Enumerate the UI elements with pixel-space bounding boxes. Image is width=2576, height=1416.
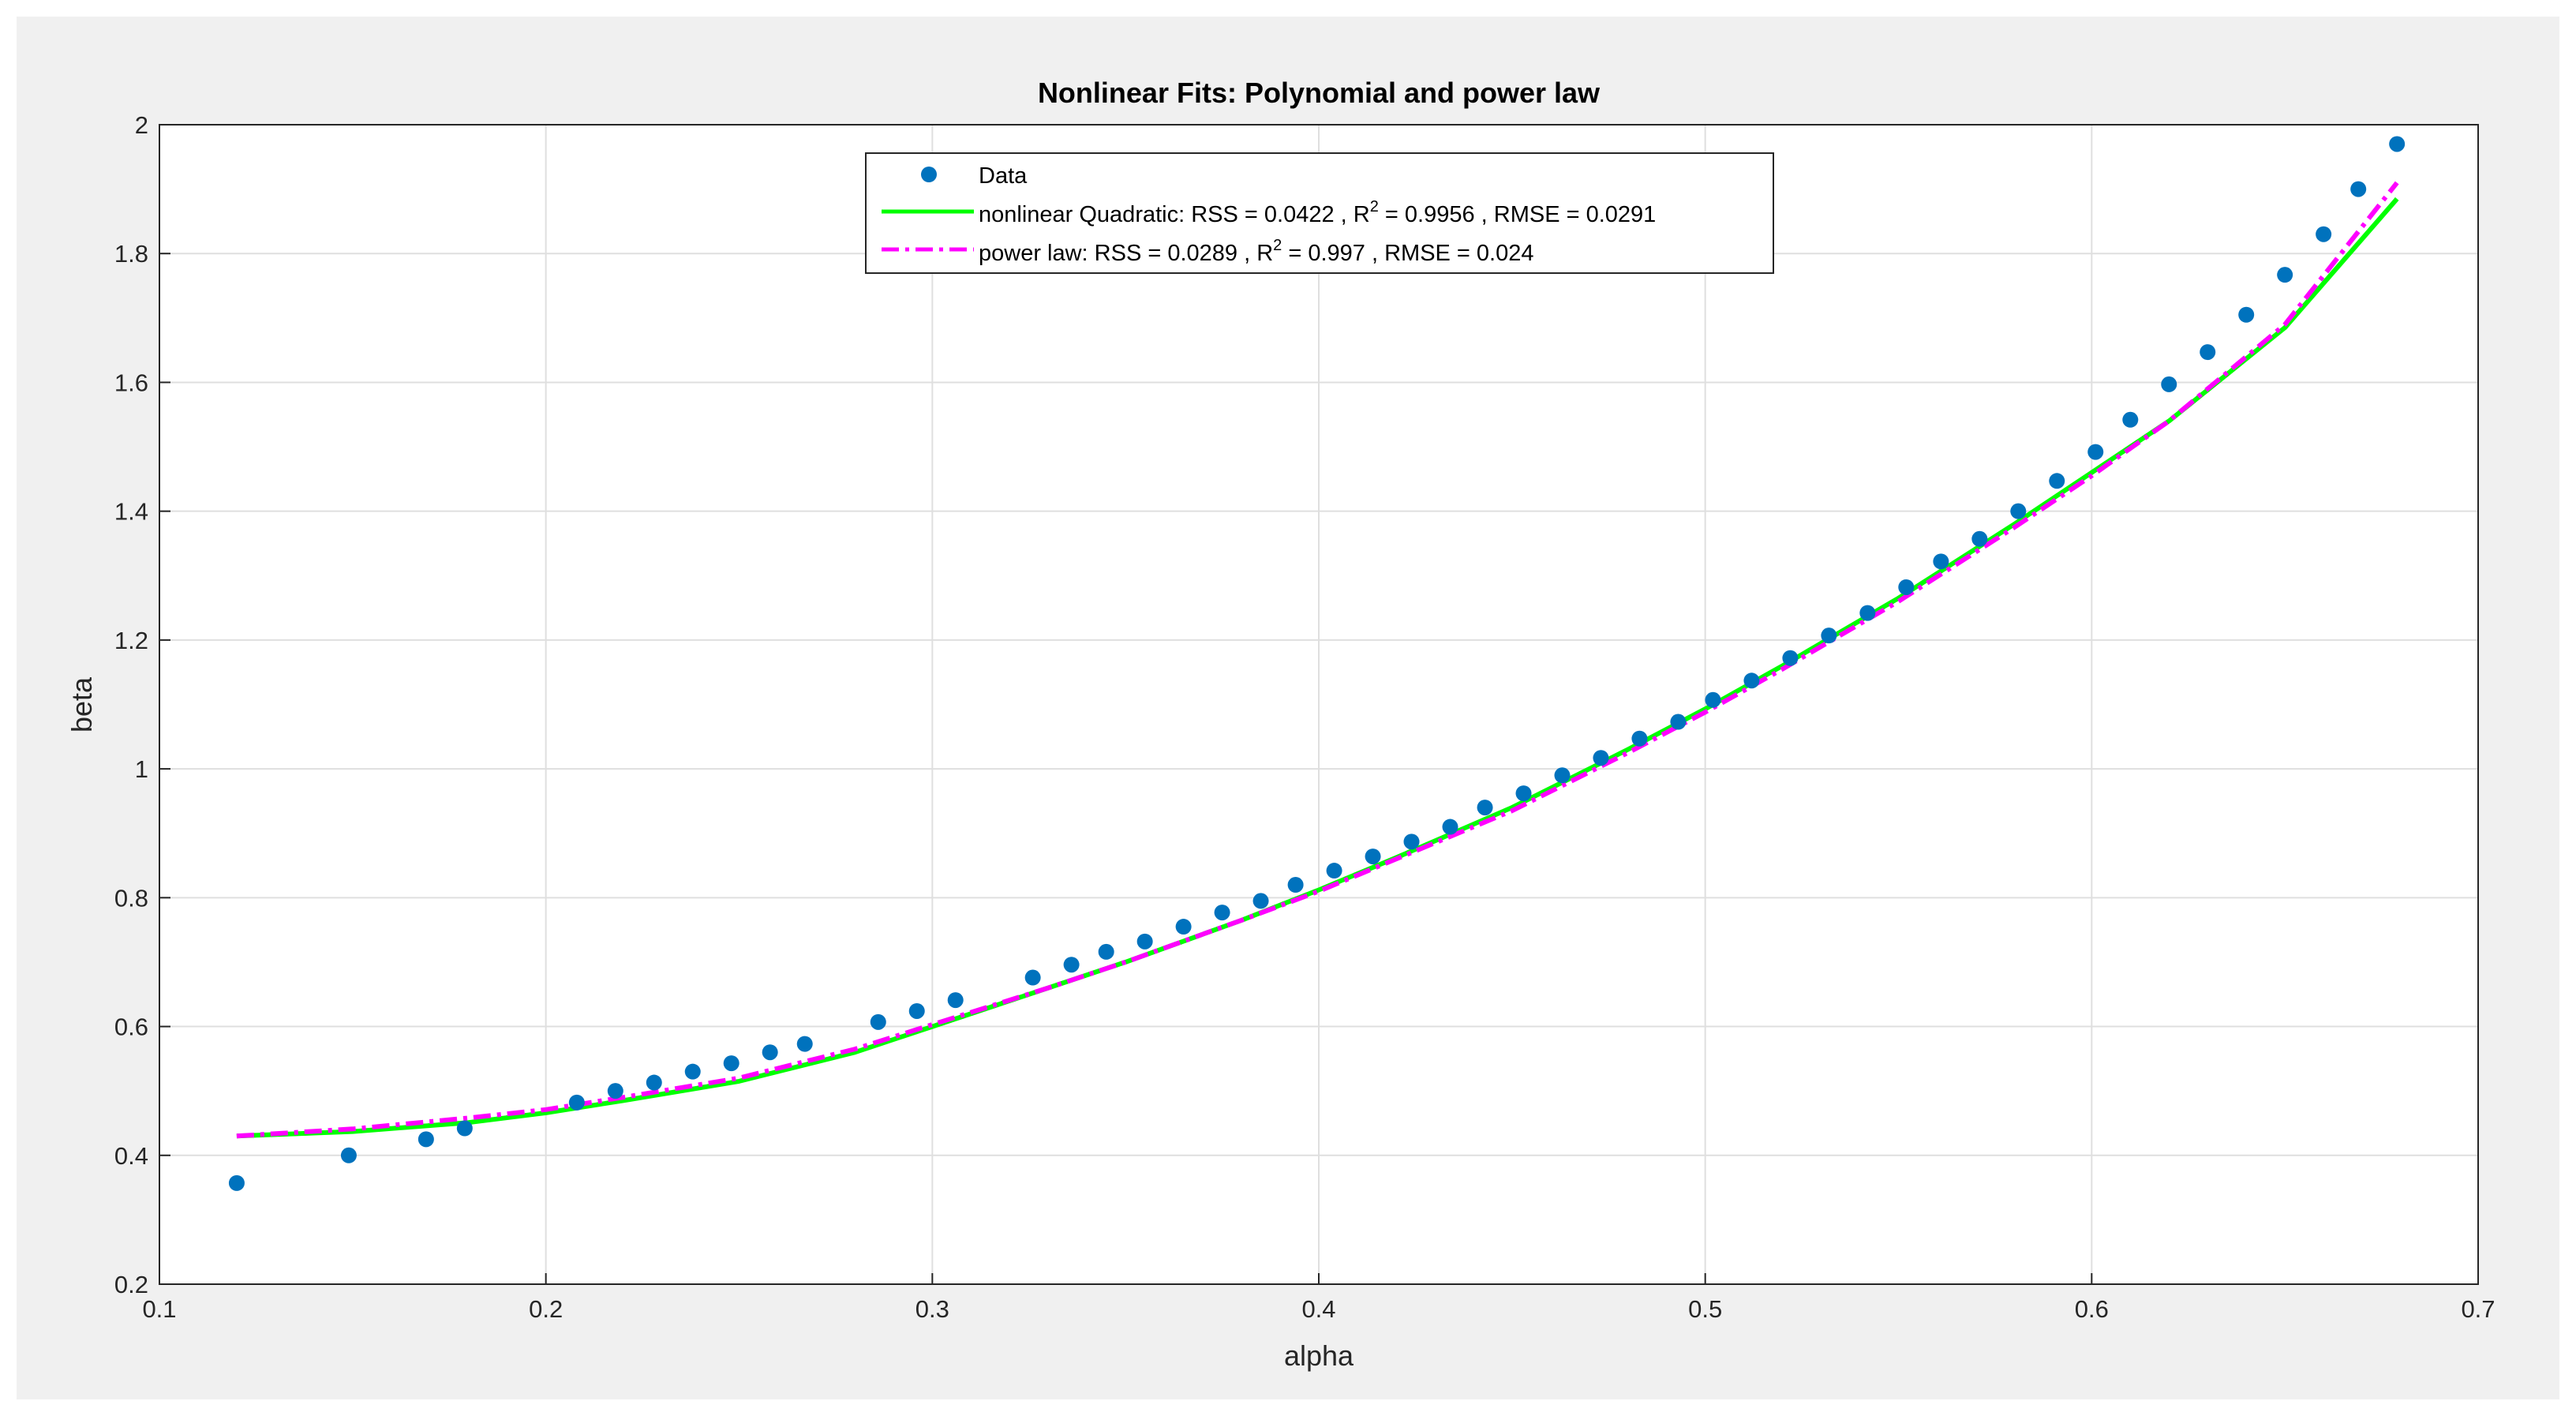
data-point xyxy=(1287,877,1304,893)
legend-quadratic-sup: 2 xyxy=(1370,198,1379,215)
x-tick-label: 0.4 xyxy=(1301,1295,1335,1323)
legend-powerlaw-suffix: = 0.997 , RMSE = 0.024 xyxy=(1282,241,1533,266)
data-point xyxy=(1705,691,1721,708)
data-point xyxy=(2350,181,2367,197)
y-tick-label: 0.8 xyxy=(114,884,148,912)
x-tick-label: 0.5 xyxy=(1688,1295,1722,1323)
data-point xyxy=(2087,444,2104,460)
data-points xyxy=(228,136,2406,1191)
data-point xyxy=(2316,226,2332,242)
y-tick-label: 0.6 xyxy=(114,1013,148,1041)
data-point xyxy=(796,1036,813,1052)
y-tick-label: 1.4 xyxy=(114,498,148,526)
legend-quadratic-suffix: = 0.9956 , RMSE = 0.0291 xyxy=(1379,202,1656,227)
data-point xyxy=(1098,943,1114,960)
data-point xyxy=(2238,306,2255,323)
legend-quadratic-label: nonlinear Quadratic: RSS = 0.0422 , R2 =… xyxy=(979,198,1656,227)
data-point xyxy=(1442,819,1458,835)
y-tick-label: 1.6 xyxy=(114,369,148,396)
data-point xyxy=(456,1120,473,1137)
x-tick-label: 0.7 xyxy=(2461,1295,2495,1323)
data-point xyxy=(1214,905,1230,921)
data-point xyxy=(723,1055,739,1072)
legend-powerlaw-label: power law: RSS = 0.0289 , R2 = 0.997 , R… xyxy=(979,237,1534,266)
data-point xyxy=(1743,672,1760,689)
data-point xyxy=(762,1044,778,1061)
y-tick-label: 2 xyxy=(135,111,148,139)
axis-ticks: 0.1 0.2 0.3 0.4 0.5 0.6 0.70.20.40.60.811.21.4… xyxy=(114,111,2496,1323)
legend-data-marker xyxy=(921,167,937,182)
data-point xyxy=(684,1063,701,1080)
data-point xyxy=(2122,411,2139,428)
data-point xyxy=(1821,627,1837,644)
legend-powerlaw-prefix: power law: RSS = 0.0289 , R xyxy=(979,241,1273,266)
data-point xyxy=(646,1074,662,1091)
data-point xyxy=(2010,503,2027,519)
data-point xyxy=(1933,553,1949,570)
data-point xyxy=(1326,863,1342,879)
data-point xyxy=(340,1147,357,1163)
data-point xyxy=(1898,579,1915,595)
y-tick-label: 0.2 xyxy=(114,1271,148,1298)
data-point xyxy=(2277,267,2293,283)
data-point xyxy=(1063,957,1080,973)
x-tick-label: 0.2 xyxy=(529,1295,563,1323)
data-point xyxy=(1631,730,1648,747)
data-point xyxy=(1175,919,1192,935)
data-point xyxy=(568,1094,585,1111)
data-point xyxy=(1024,969,1041,986)
x-tick-label: 0.3 xyxy=(915,1295,949,1323)
data-point xyxy=(870,1013,886,1030)
legend-powerlaw-sup: 2 xyxy=(1273,237,1282,254)
data-point xyxy=(1593,750,1609,766)
chart-title: Nonlinear Fits: Polynomial and power law xyxy=(1038,77,1601,109)
data-point xyxy=(417,1131,434,1148)
x-tick-label: 0.1 xyxy=(142,1295,176,1323)
data-point xyxy=(1365,848,1381,865)
data-point xyxy=(1252,893,1269,909)
fit-lines xyxy=(236,181,2399,1139)
data-point xyxy=(2161,376,2177,392)
data-point xyxy=(1403,833,1420,850)
data-point xyxy=(1971,530,1988,547)
data-point xyxy=(1554,767,1571,784)
data-point xyxy=(607,1083,623,1099)
y-axis-label: beta xyxy=(66,676,98,732)
data-point xyxy=(1782,650,1799,666)
data-point xyxy=(2200,344,2216,361)
y-tick-label: 0.4 xyxy=(114,1142,148,1170)
quadratic-fit-line xyxy=(236,197,2399,1139)
data-point xyxy=(947,992,964,1009)
y-tick-label: 1.8 xyxy=(114,240,148,268)
data-point xyxy=(908,1002,925,1019)
data-point xyxy=(228,1174,245,1191)
x-tick-label: 0.6 xyxy=(2075,1295,2109,1323)
x-axis-label: alpha xyxy=(1284,1339,1354,1372)
legend-box xyxy=(865,152,1774,274)
legend[interactable]: Data nonlinear Quadratic: RSS = 0.0422 ,… xyxy=(865,152,1774,274)
data-point xyxy=(1670,714,1687,730)
data-point xyxy=(1136,933,1153,950)
data-point xyxy=(2049,473,2065,489)
y-tick-label: 1 xyxy=(135,755,148,783)
data-point xyxy=(1515,785,1532,802)
legend-quadratic-prefix: nonlinear Quadratic: RSS = 0.0422 , R xyxy=(979,202,1370,227)
data-point xyxy=(2389,136,2406,152)
legend-data-label: Data xyxy=(979,163,1028,189)
y-tick-label: 1.2 xyxy=(114,627,148,654)
data-point xyxy=(1859,605,1876,621)
data-point xyxy=(1477,800,1493,816)
